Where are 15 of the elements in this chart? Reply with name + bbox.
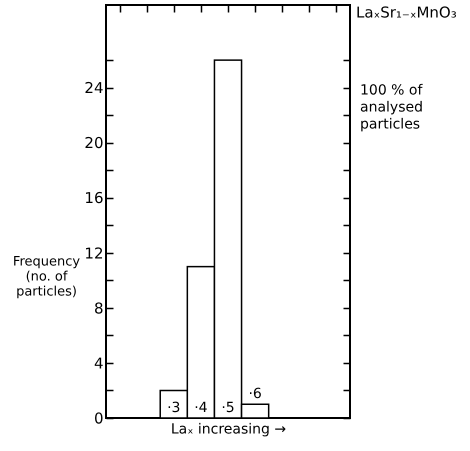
y-tick-label: 24 xyxy=(84,79,104,98)
y-tick-label: 12 xyxy=(84,244,104,262)
y-axis-title: Frequency (no. of particles) xyxy=(12,254,80,300)
y-tick-label: 8 xyxy=(94,299,104,318)
x-tick-label: ·3 xyxy=(167,400,180,416)
text: LaₓSr₁₋ₓMnO₃ xyxy=(356,3,457,22)
y-tick-label: 0 xyxy=(94,410,104,428)
x-tick-label: ·6 xyxy=(248,386,262,402)
text: 100 % of analysed particles xyxy=(360,82,424,132)
y-tick-label: 4 xyxy=(94,354,104,372)
y-tick-label: 20 xyxy=(84,134,104,152)
x-tick-label: ·4 xyxy=(194,400,208,416)
x-tick-label: ·5 xyxy=(221,400,235,416)
y-tick-label: 16 xyxy=(84,189,104,208)
x-axis-title: Laₓ increasing → xyxy=(170,422,286,438)
